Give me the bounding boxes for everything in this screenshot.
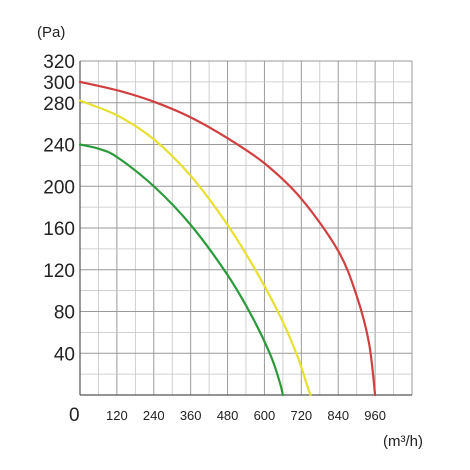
x-tick-label: 240 [143, 408, 165, 423]
series-lines [78, 80, 377, 397]
y-tick-label: 160 [43, 219, 75, 240]
series-line-yellow [78, 99, 312, 397]
x-tick-label: 960 [364, 408, 386, 423]
x-tick-label: 360 [180, 408, 202, 423]
series-line-green [78, 143, 284, 397]
x-axis-tick-labels: 120 240 360 480 600 720 840 960 [106, 408, 386, 423]
y-tick-label: 200 [43, 177, 75, 198]
y-tick-label: 40 [54, 344, 75, 365]
y-tick-label: 120 [43, 261, 75, 282]
y-tick-label: 280 [43, 94, 75, 115]
x-tick-label: 480 [217, 408, 239, 423]
x-tick-label: 600 [254, 408, 276, 423]
y-tick-label: 320 [43, 52, 75, 73]
grid [79, 60, 413, 396]
series-line-red [78, 80, 377, 397]
x-axis-unit-label: (m³/h) [383, 433, 423, 450]
origin-label: 0 [69, 405, 80, 426]
y-tick-label: 80 [54, 303, 75, 324]
y-tick-label: 300 [43, 73, 75, 94]
y-tick-label: 240 [43, 136, 75, 157]
x-tick-label: 840 [327, 408, 349, 423]
y-axis-unit-label: (Pa) [37, 24, 65, 41]
x-tick-label: 720 [290, 408, 312, 423]
x-tick-label: 120 [106, 408, 128, 423]
